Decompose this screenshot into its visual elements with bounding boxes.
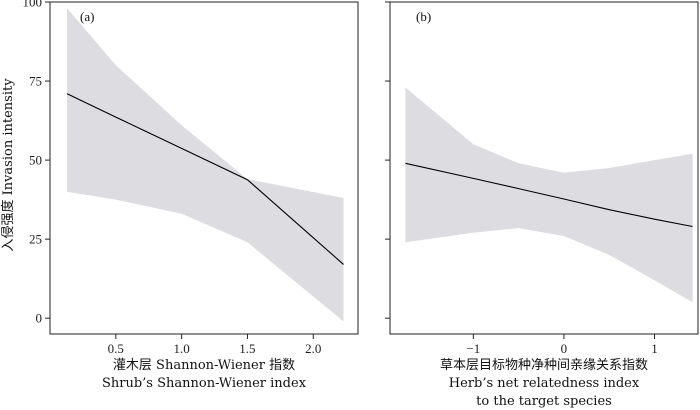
panel-a-x-title-line-1: 灌木层 Shannon-Wiener 指数 (113, 358, 295, 373)
panel-b-x-tick-label: −1 (466, 341, 480, 356)
panel-a-x-title-line-2: Shrub’s Shannon-Wiener index (102, 376, 307, 391)
panel-a-confidence-band (67, 8, 344, 322)
panel-b: −1 0 1 (b) 草本层目标物种净种间亲缘关系指数 Herb’s net rel… (385, 1, 699, 409)
panel-b-tag: (b) (416, 9, 431, 24)
panel-a-x-tick-label: 1.0 (173, 341, 189, 356)
panel-b-x-tick-label: 1 (651, 341, 658, 356)
panel-a-y-tick-label: 100 (23, 0, 43, 10)
panel-a-y-tick-label: 50 (29, 153, 42, 168)
panel-a: 0 25 50 75 100 0.5 1.0 1.5 2.0 (a) 灌木层 Shannon-… (23, 0, 359, 391)
panel-a-x-tick-label: 0.5 (108, 341, 124, 356)
panel-b-x-title-line-1: 草本层目标物种净种间亲缘关系指数 (440, 358, 648, 373)
panel-a-tag: (a) (80, 9, 94, 24)
panel-a-x-tick-label: 1.5 (239, 341, 255, 356)
panel-a-y-tick-label: 75 (29, 74, 42, 89)
panel-a-fit-line (66, 93, 344, 265)
panel-a-x-tick-label: 2.0 (305, 341, 321, 356)
panel-b-x-tick-label: 0 (561, 341, 568, 356)
panel-b-x-title-line-3: to the target species (476, 394, 612, 409)
panel-b-confidence-band (405, 87, 693, 303)
panel-a-y-tick-label: 25 (29, 232, 42, 247)
panel-b-fit-line (405, 162, 693, 228)
y-axis-title: 入侵强度 Invasion intensity (0, 78, 16, 252)
panel-b-frame (389, 1, 699, 335)
panel-b-x-title-line-2: Herb’s net relatedness index (449, 376, 640, 391)
panel-a-y-tick-label: 0 (36, 311, 43, 326)
panel-a-frame (49, 1, 359, 335)
